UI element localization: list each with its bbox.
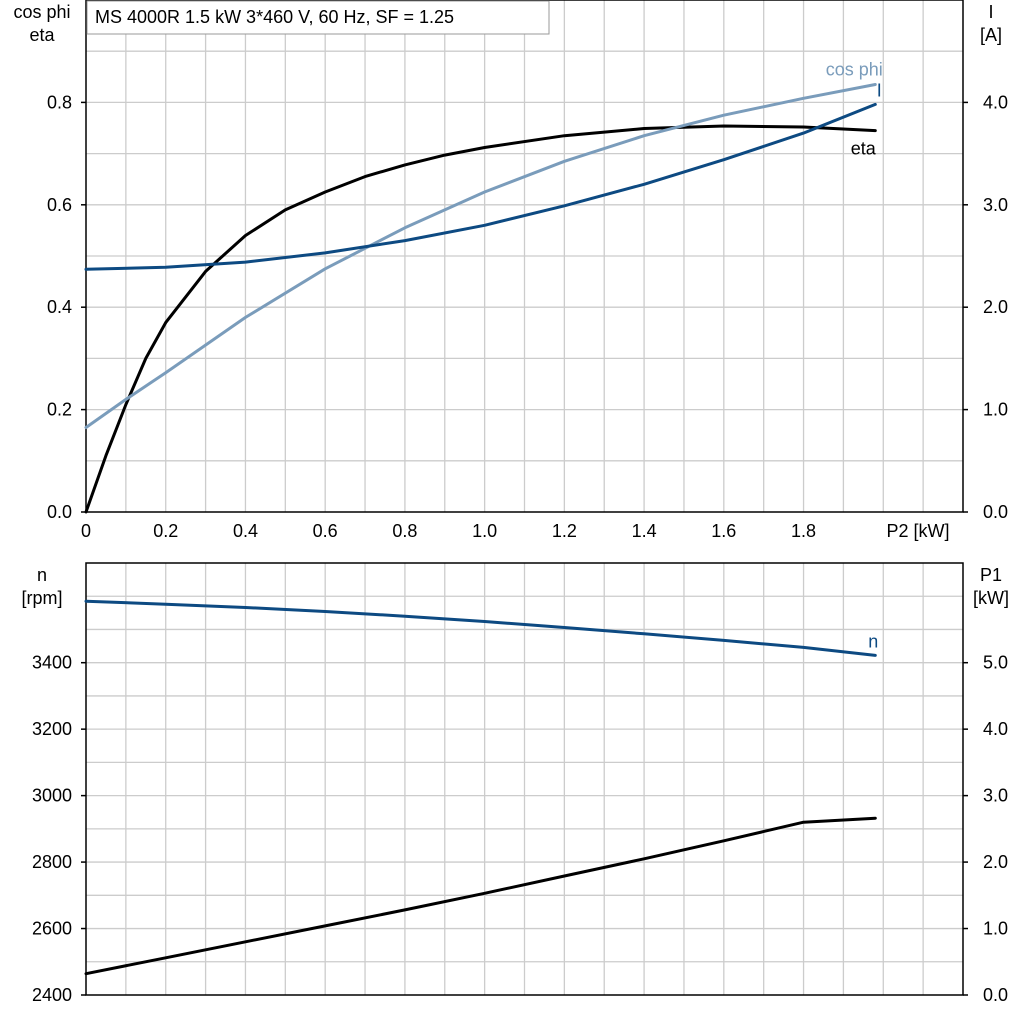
y-right-axis-label: [kW] [973, 588, 1009, 608]
y-right-tick-label: 4.0 [983, 92, 1008, 112]
y-left-tick-label: 3000 [32, 786, 72, 806]
y-left-tick-label: 2800 [32, 852, 72, 872]
series-label-current: I [877, 80, 882, 100]
x-tick-label: 0.2 [153, 521, 178, 541]
x-tick-label: 0 [81, 521, 91, 541]
y-right-tick-label: 1.0 [983, 919, 1008, 939]
x-tick-label: 1.4 [632, 521, 657, 541]
x-tick-label: 1.0 [472, 521, 497, 541]
y-right-tick-label: 2.0 [983, 297, 1008, 317]
y-left-axis-label: eta [29, 25, 55, 45]
y-right-tick-label: 3.0 [983, 195, 1008, 215]
y-right-tick-label: 2.0 [983, 852, 1008, 872]
y-left-tick-label: 0.4 [47, 297, 72, 317]
y-right-tick-label: 3.0 [983, 786, 1008, 806]
x-tick-label: 0.8 [392, 521, 417, 541]
y-right-tick-label: 4.0 [983, 719, 1008, 739]
chart-title: MS 4000R 1.5 kW 3*460 V, 60 Hz, SF = 1.2… [95, 7, 454, 27]
y-left-axis-label: cos phi [13, 2, 70, 22]
title-box [86, 0, 550, 35]
series-line-cos-phi [84, 83, 877, 429]
y-left-tick-label: 0.0 [47, 502, 72, 522]
y-right-tick-label: 0.0 [983, 502, 1008, 522]
x-tick-label: 0.4 [233, 521, 258, 541]
series-line-n [84, 599, 877, 657]
y-right-axis-label: [A] [980, 25, 1002, 45]
x-tick-label: 1.2 [552, 521, 577, 541]
x-tick-label: 0.6 [313, 521, 338, 541]
y-left-tick-label: 2400 [32, 985, 72, 1005]
series-label-n: n [868, 631, 878, 651]
series-label-cos-phi: cos phi [826, 59, 883, 79]
y-left-axis-label: n [37, 565, 47, 585]
y-left-tick-label: 3400 [32, 653, 72, 673]
x-tick-label: 1.8 [791, 521, 816, 541]
series-line-I [84, 102, 877, 271]
y-right-tick-label: 0.0 [983, 985, 1008, 1005]
plot-frame [85, 0, 964, 513]
y-left-tick-label: 0.8 [47, 92, 72, 112]
y-left-tick-label: 2600 [32, 919, 72, 939]
x-axis-label: P2 [kW] [886, 521, 949, 541]
y-left-tick-label: 0.6 [47, 195, 72, 215]
y-left-tick-label: 3200 [32, 719, 72, 739]
y-right-axis-label: P1 [980, 565, 1002, 585]
y-left-axis-label: [rpm] [21, 588, 62, 608]
series-label-eta: eta [851, 139, 877, 159]
series-line-p1 [84, 816, 877, 976]
x-tick-label: 1.6 [711, 521, 736, 541]
y-right-tick-label: 1.0 [983, 400, 1008, 420]
plot-frame [85, 562, 964, 996]
y-right-tick-label: 5.0 [983, 653, 1008, 673]
y-left-tick-label: 0.2 [47, 400, 72, 420]
y-right-axis-label: I [988, 2, 993, 22]
series-line-eta [84, 124, 877, 514]
